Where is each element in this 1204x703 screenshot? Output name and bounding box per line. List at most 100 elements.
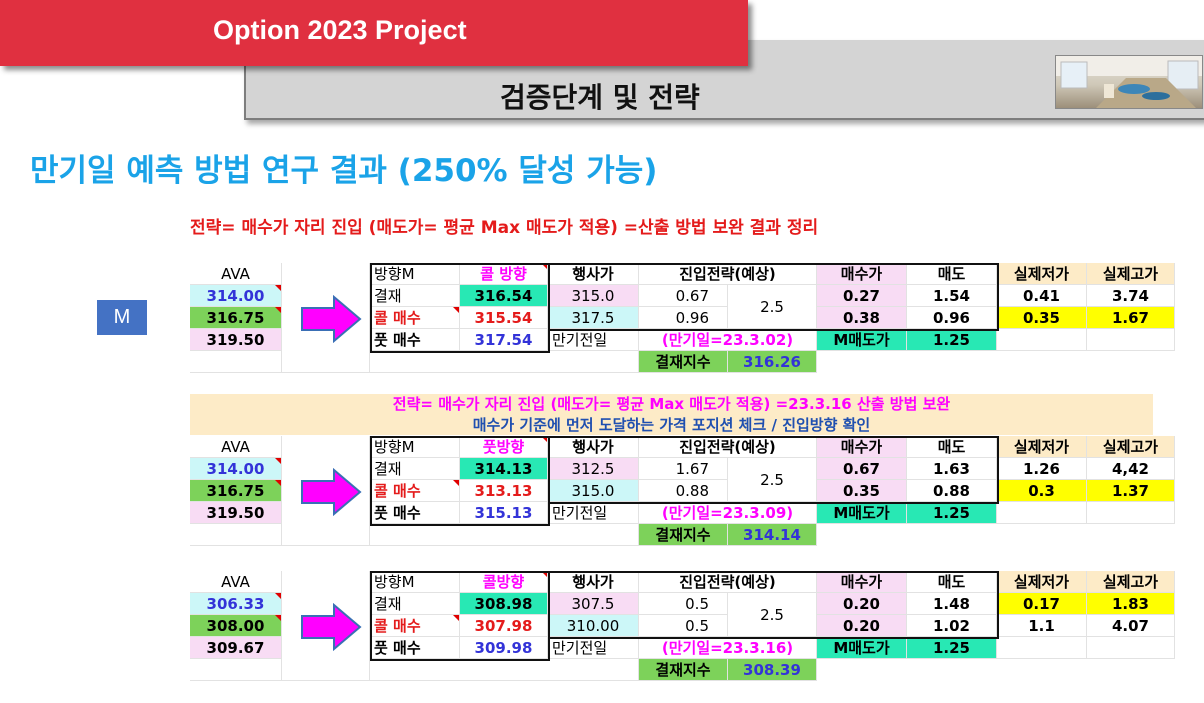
strike-value: 315.0	[548, 480, 639, 502]
strike-header: 행사가	[548, 436, 639, 458]
actual-low-value: 0.41	[997, 285, 1087, 307]
put-buy-label: 풋 매수	[370, 502, 460, 524]
put-buy-label: 풋 매수	[370, 637, 460, 659]
actual-high-value: 4.07	[1087, 615, 1175, 637]
table-cell	[997, 637, 1087, 659]
interior-photo-thumbnail	[1055, 55, 1203, 109]
direction-value-header: 풋방향	[460, 436, 548, 458]
day-before-expiry-label: 만기전일	[548, 502, 639, 524]
strike-header: 행사가	[548, 263, 639, 285]
call-buy-value: 313.13	[460, 480, 548, 502]
sell-value: 0.96	[907, 307, 997, 329]
settle-index-value: 308.39	[728, 659, 817, 681]
ava-value: 316.75	[190, 480, 282, 502]
table-cell	[370, 524, 639, 546]
settlement-table: AVA 314.00 316.75 319.50 방향M 콜 방향 결재 316.54 콜 매수…	[190, 263, 1190, 378]
buy-price-value: 0.20	[817, 593, 907, 615]
sell-value: 1.54	[907, 285, 997, 307]
buy-price-value: 0.27	[817, 285, 907, 307]
actual-high-value: 4,42	[1087, 458, 1175, 480]
expiry-date: (만기일=23.3.16)	[639, 637, 817, 659]
call-buy-label: 콜 매수	[370, 480, 460, 502]
actual-high-header: 실제고가	[1087, 571, 1175, 593]
m-label-box: M	[97, 300, 147, 335]
actual-high-header: 실제고가	[1087, 263, 1175, 285]
ava-value: 316.75	[190, 307, 282, 329]
settle-value: 314.13	[460, 458, 548, 480]
section-title: 검증단계 및 전략	[500, 81, 700, 114]
entry-strategy-header: 진입전략(예상)	[639, 571, 817, 593]
call-buy-value: 307.98	[460, 615, 548, 637]
buy-price-header: 매수가	[817, 571, 907, 593]
table-cell	[1087, 502, 1175, 524]
actual-low-value: 0.35	[997, 307, 1087, 329]
table-cell	[370, 659, 639, 681]
actual-low-header: 실제저가	[997, 436, 1087, 458]
table-cell	[1087, 637, 1175, 659]
ratio-value: 2.5	[728, 285, 817, 329]
ava-value: 306.33	[190, 593, 282, 615]
ava-header: AVA	[190, 263, 282, 285]
strike-value: 315.0	[548, 285, 639, 307]
entry-value: 0.88	[639, 480, 728, 502]
right-arrow-icon	[301, 295, 362, 343]
actual-high-value: 1.37	[1087, 480, 1175, 502]
sell-header: 매도	[907, 571, 997, 593]
sell-value: 1.02	[907, 615, 997, 637]
table-cell	[997, 502, 1087, 524]
strike-value: 312.5	[548, 458, 639, 480]
direction-header: 방향M	[370, 263, 460, 285]
settle-index-value: 314.14	[728, 524, 817, 546]
strike-value: 307.5	[548, 593, 639, 615]
table-cell	[282, 571, 370, 681]
ratio-value: 2.5	[728, 458, 817, 502]
table-cell	[997, 329, 1087, 351]
settlement-table: AVA 306.33 308.00 309.67 방향M 콜방향 결재 308.98 콜 매수 3…	[190, 571, 1190, 686]
actual-high-header: 실제고가	[1087, 436, 1175, 458]
table-cell	[190, 351, 282, 373]
ava-value: 314.00	[190, 458, 282, 480]
settle-index-label: 결재지수	[639, 351, 728, 373]
day-before-expiry-label: 만기전일	[548, 637, 639, 659]
direction-header: 방향M	[370, 571, 460, 593]
ava-value: 314.00	[190, 285, 282, 307]
settle-label: 결재	[370, 285, 460, 307]
table-cell	[190, 659, 282, 681]
position-check-note: 매수가 기준에 먼저 도달하는 가격 포지션 체크 / 진입방향 확인	[472, 416, 871, 434]
actual-low-header: 실제저가	[997, 571, 1087, 593]
strike-value: 310.00	[548, 615, 639, 637]
settle-index-label: 결재지수	[639, 524, 728, 546]
ava-value: 319.50	[190, 329, 282, 351]
actual-low-value: 0.17	[997, 593, 1087, 615]
m-sell-price-label: M매도가	[817, 329, 907, 351]
strike-value: 317.5	[548, 307, 639, 329]
entry-value: 0.67	[639, 285, 728, 307]
settlement-table: AVA 314.00 316.75 319.50 방향M 풋방향 결재 314.13 콜 매수 3…	[190, 436, 1190, 551]
settle-value: 316.54	[460, 285, 548, 307]
settle-label: 결재	[370, 458, 460, 480]
call-buy-label: 콜 매수	[370, 615, 460, 637]
m-sell-price-label: M매도가	[817, 637, 907, 659]
sell-header: 매도	[907, 263, 997, 285]
project-banner: Option 2023 Project	[0, 0, 748, 66]
strategy-subtitle: 전략= 매수가 자리 진입 (매도가= 평균 Max 매도가 적용) =산출 방…	[190, 218, 819, 238]
entry-value: 0.5	[639, 615, 728, 637]
expiry-date: (만기일=23.3.02)	[639, 329, 817, 351]
actual-high-value: 3.74	[1087, 285, 1175, 307]
sell-header: 매도	[907, 436, 997, 458]
right-arrow-icon	[301, 603, 362, 651]
put-buy-value: 317.54	[460, 329, 548, 351]
sell-value: 0.88	[907, 480, 997, 502]
settle-value: 308.98	[460, 593, 548, 615]
actual-high-value: 1.83	[1087, 593, 1175, 615]
right-arrow-icon	[301, 468, 362, 516]
put-buy-value: 315.13	[460, 502, 548, 524]
buy-price-value: 0.35	[817, 480, 907, 502]
buy-price-value: 0.20	[817, 615, 907, 637]
m-sell-price-label: M매도가	[817, 502, 907, 524]
entry-value: 0.5	[639, 593, 728, 615]
entry-strategy-header: 진입전략(예상)	[639, 263, 817, 285]
m-sell-price-value: 1.25	[907, 329, 997, 351]
main-title: 만기일 예측 방법 연구 결과 (250% 달성 가능)	[30, 153, 658, 189]
ava-header: AVA	[190, 571, 282, 593]
